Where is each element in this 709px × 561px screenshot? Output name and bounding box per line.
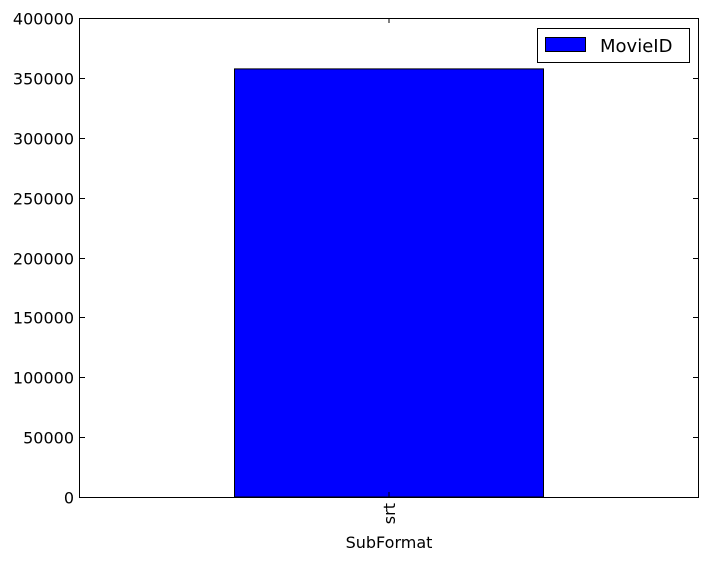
bars-group <box>234 68 544 498</box>
y-axis: 0 50000 100000 150000 200000 250000 300000 3500… <box>13 10 698 508</box>
y-tick-label: 150000 <box>13 309 74 328</box>
y-tick-label: 200000 <box>13 250 74 269</box>
x-axis: srt <box>380 18 399 524</box>
y-tick-label: 100000 <box>13 369 74 388</box>
plot-frame <box>79 18 699 498</box>
bar-srt <box>234 68 544 498</box>
y-tick-label: 350000 <box>13 70 74 89</box>
legend-label: MovieID <box>600 36 672 57</box>
y-tick-label: 300000 <box>13 130 74 149</box>
x-axis-label: SubFormat <box>346 533 433 552</box>
legend-swatch <box>545 37 586 52</box>
y-tick-label: 400000 <box>13 10 74 29</box>
y-tick-label: 250000 <box>13 190 74 209</box>
x-tick-label: srt <box>380 503 399 524</box>
y-tick-label: 0 <box>64 489 74 508</box>
y-tick-label: 50000 <box>23 429 74 448</box>
legend: MovieID <box>537 28 690 63</box>
